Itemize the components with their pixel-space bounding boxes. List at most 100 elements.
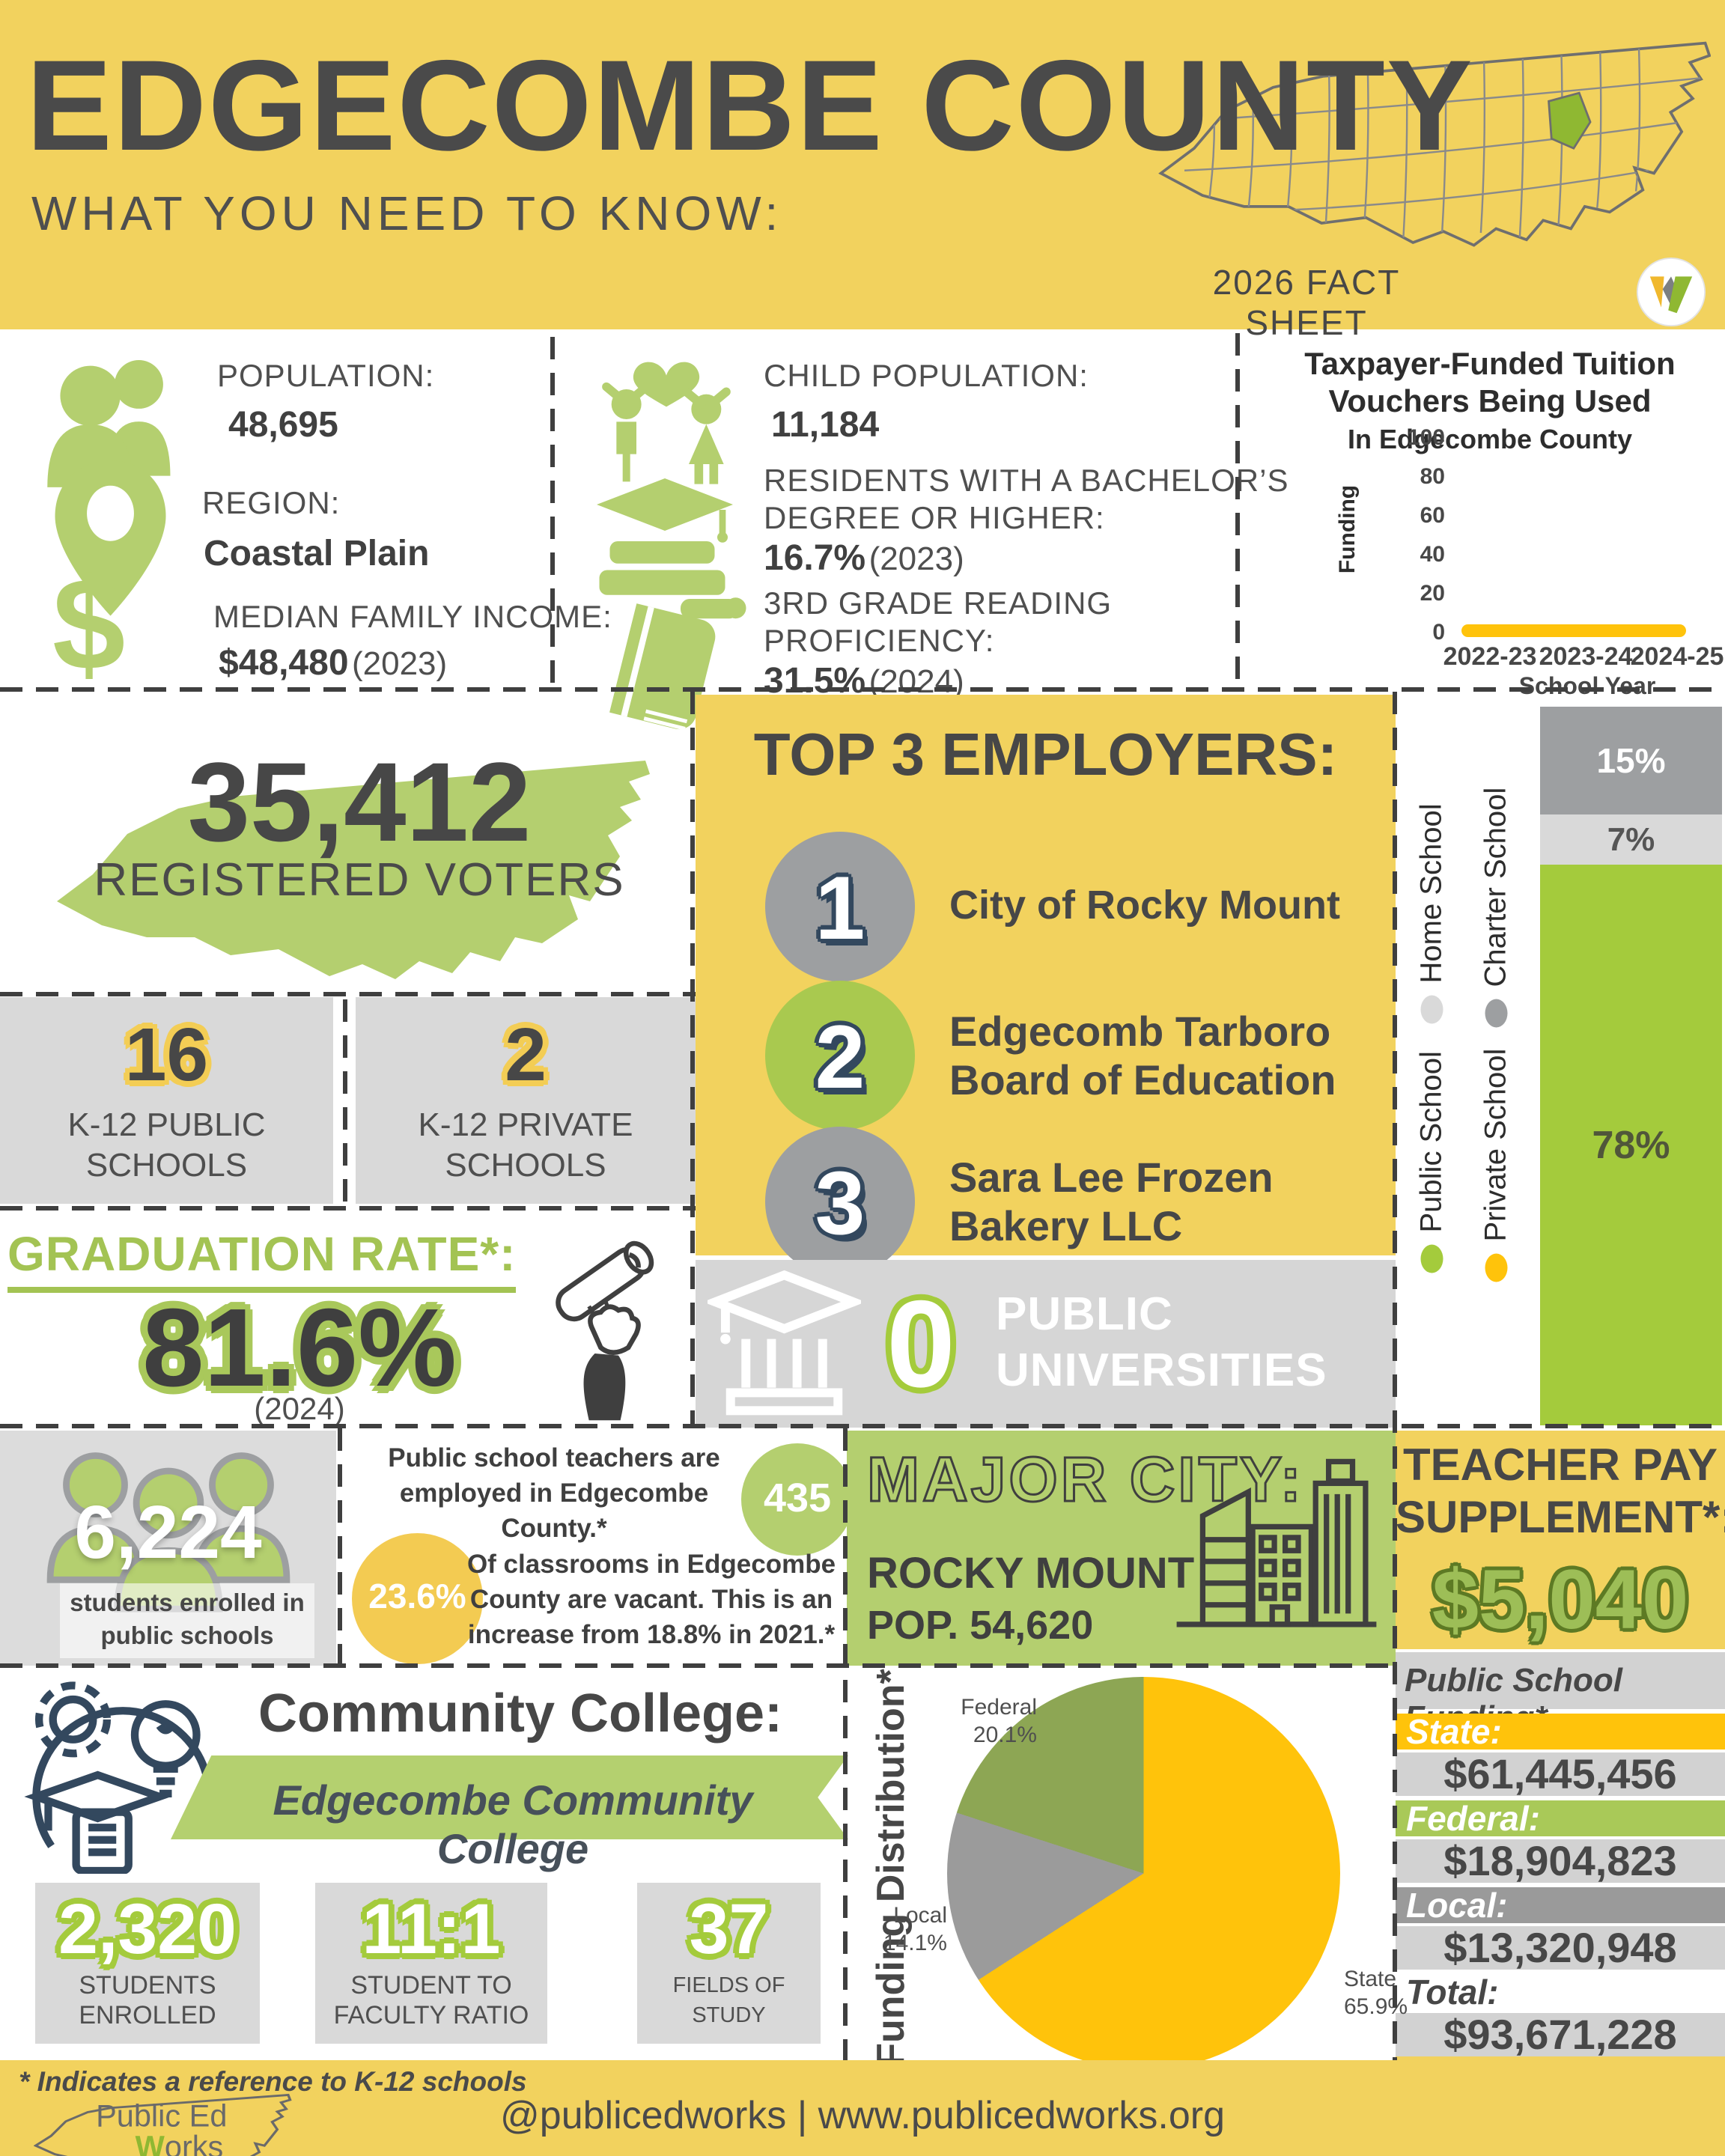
cc-students-box: 2,320 STUDENTS ENROLLED	[35, 1883, 260, 2044]
universities-line1: PUBLIC	[996, 1288, 1173, 1340]
teacher-pay-heading-line1: TEACHER PAY	[1402, 1440, 1718, 1490]
funding-state-bar: State:	[1396, 1714, 1725, 1750]
cc-ratio-line1: STUDENT TO	[350, 1971, 512, 2000]
page-subtitle: WHAT YOU NEED TO KNOW:	[31, 186, 783, 240]
employer-name-2-line1: Edgecomb Tarboro	[949, 1008, 1331, 1055]
legend-charter-school: Charter School	[1479, 773, 1513, 1028]
w-logo-yellow-triangle	[1649, 276, 1664, 308]
segment-public-school: 78%	[1540, 865, 1722, 1425]
students-value: 6,224	[74, 1490, 262, 1574]
legend-private-school-label: Private School	[1479, 1048, 1512, 1242]
reading-label-line2: PROFICIENCY:	[764, 623, 995, 658]
cc-ratio-value: 11:1	[362, 1889, 501, 1969]
pie-title: Funding Distribution*	[869, 1669, 913, 2067]
funding-pie	[947, 1677, 1340, 2070]
public-schools-box	[0, 997, 333, 1204]
public-schools-value: 16	[124, 1013, 209, 1097]
reading-year: (2024)	[868, 663, 964, 700]
graduation-value: 81.6%	[142, 1286, 457, 1410]
svg-text:Works: Works	[136, 2129, 224, 2156]
income-label: MEDIAN FAMILY INCOME:	[213, 599, 612, 634]
students-label-line1: students enrolled in	[70, 1589, 305, 1616]
w-logo	[1636, 257, 1706, 327]
population-label: POPULATION:	[217, 358, 435, 393]
voucher-ytick-40: 40	[1420, 542, 1445, 567]
legend-private-school: Private School	[1479, 1043, 1513, 1282]
cc-ratio-box: 11:1 STUDENT TO FACULTY RATIO	[315, 1883, 547, 2044]
footer-band	[0, 2060, 1725, 2156]
funding-total-bar: Total:	[1396, 1974, 1725, 2010]
private-schools-value: 2	[505, 1013, 547, 1097]
reading-value-line: 31.5% (2024)	[764, 660, 964, 701]
voters-label: REGISTERED VOTERS	[94, 854, 625, 906]
child-population-value: 11,184	[771, 405, 880, 445]
footnote: * Indicates a reference to K-12 schools	[19, 2066, 527, 2097]
pie-label-local: Local 14.1%	[827, 1901, 947, 1957]
voucher-xtick-2022-23: 2022-23	[1443, 642, 1537, 671]
students-label-strip	[60, 1583, 314, 1658]
page-title: EDGECOMBE COUNTY	[26, 34, 1474, 177]
divider-row4-mid	[843, 1428, 848, 2060]
reading-label-line1: 3RD GRADE READING	[764, 585, 1113, 621]
funding-local-bar: Local:	[1396, 1887, 1725, 1923]
voucher-chart-title-line1: Taxpayer-Funded Tuition	[1304, 346, 1676, 381]
teachers-stat2-line3: increase from 18.8% in 2021.*	[467, 1620, 836, 1649]
major-city-name: ROCKY MOUNT	[867, 1549, 1195, 1598]
legend-public-school: Public School	[1415, 1049, 1449, 1273]
voucher-ytick-100: 100	[1407, 425, 1445, 450]
funding-local-label: Local:	[1406, 1886, 1508, 1925]
graduation-year: (2024)	[254, 1391, 345, 1426]
teachers-stat2-line1: Of classrooms in Edgecombe	[466, 1550, 836, 1579]
divider-stats-bottom	[0, 687, 1725, 692]
graduation-heading-text: GRADUATION RATE*:	[7, 1227, 517, 1293]
voucher-ytick-60: 60	[1420, 503, 1445, 528]
pie-local-name: Local	[893, 1903, 947, 1928]
w-logo-green-triangle	[1668, 276, 1693, 314]
employers-heading: TOP 3 EMPLOYERS:	[753, 721, 1338, 788]
students-label-line2: public schools	[100, 1621, 274, 1649]
employer-name-2-line2: Board of Education	[949, 1056, 1336, 1103]
vacancy-circle	[352, 1533, 483, 1664]
legend-public-school-label: Public School	[1414, 1051, 1448, 1233]
map-pin-icon	[41, 455, 180, 639]
divider-schools-bottom	[0, 1206, 696, 1211]
community-college-name: Edgecombe Community College	[273, 1776, 753, 1872]
employer-rank-3: 3	[815, 1153, 865, 1253]
population-value: 48,695	[228, 405, 338, 445]
public-ed-works-logo: Public Ed Works	[34, 2087, 303, 2156]
pie-label-federal: Federal 20.1%	[917, 1693, 1037, 1749]
private-schools-box	[356, 997, 696, 1204]
public-school-dot-icon	[1420, 1244, 1443, 1273]
logo-works-w: W	[136, 2129, 165, 2156]
graduation-heading: GRADUATION RATE*:	[7, 1226, 517, 1293]
fact-sheet-label: 2026 FACT SHEET	[1212, 263, 1401, 342]
public-schools-line2: SCHOOLS	[85, 1147, 248, 1184]
pie-federal-name: Federal	[961, 1695, 1037, 1720]
edgecombe-county-highlight	[1548, 91, 1592, 150]
employer-rank-1-circle	[765, 832, 915, 981]
child-population-label: CHILD POPULATION:	[764, 358, 1089, 393]
income-value: $48,480	[219, 643, 349, 683]
divider-left-center	[690, 692, 695, 1424]
voucher-ytick-80: 80	[1420, 464, 1445, 489]
segment-public-label: 78%	[1592, 1123, 1670, 1167]
nc-county-map	[1159, 41, 1711, 247]
teachers-435-circle	[741, 1443, 854, 1556]
segment-home-label: 7%	[1607, 820, 1655, 858]
cc-fields-value: 37	[689, 1889, 769, 1969]
pie-local-pct: 14.1%	[883, 1931, 947, 1955]
voucher-xtick-2023-24: 2023-24	[1539, 642, 1633, 671]
enrollment-stacked-bar: 15% 7% 78%	[1540, 707, 1722, 1425]
bachelors-value-line: 16.7% (2023)	[764, 538, 964, 579]
region-label: REGION:	[202, 485, 341, 520]
divider-schools-top	[0, 992, 696, 996]
pie-state-pct: 65.9%	[1344, 1994, 1408, 2019]
cc-ratio-line2: FACULTY RATIO	[333, 2001, 529, 2029]
cc-students-line2: ENROLLED	[79, 2001, 216, 2029]
voucher-line-series	[1461, 624, 1686, 637]
divider-center-right	[1393, 692, 1397, 2060]
charter-school-dot-icon	[1485, 999, 1507, 1028]
teachers-stat1-line2: employed in Edgecombe	[399, 1479, 709, 1508]
funding-federal-bar: Federal:	[1396, 1800, 1725, 1836]
